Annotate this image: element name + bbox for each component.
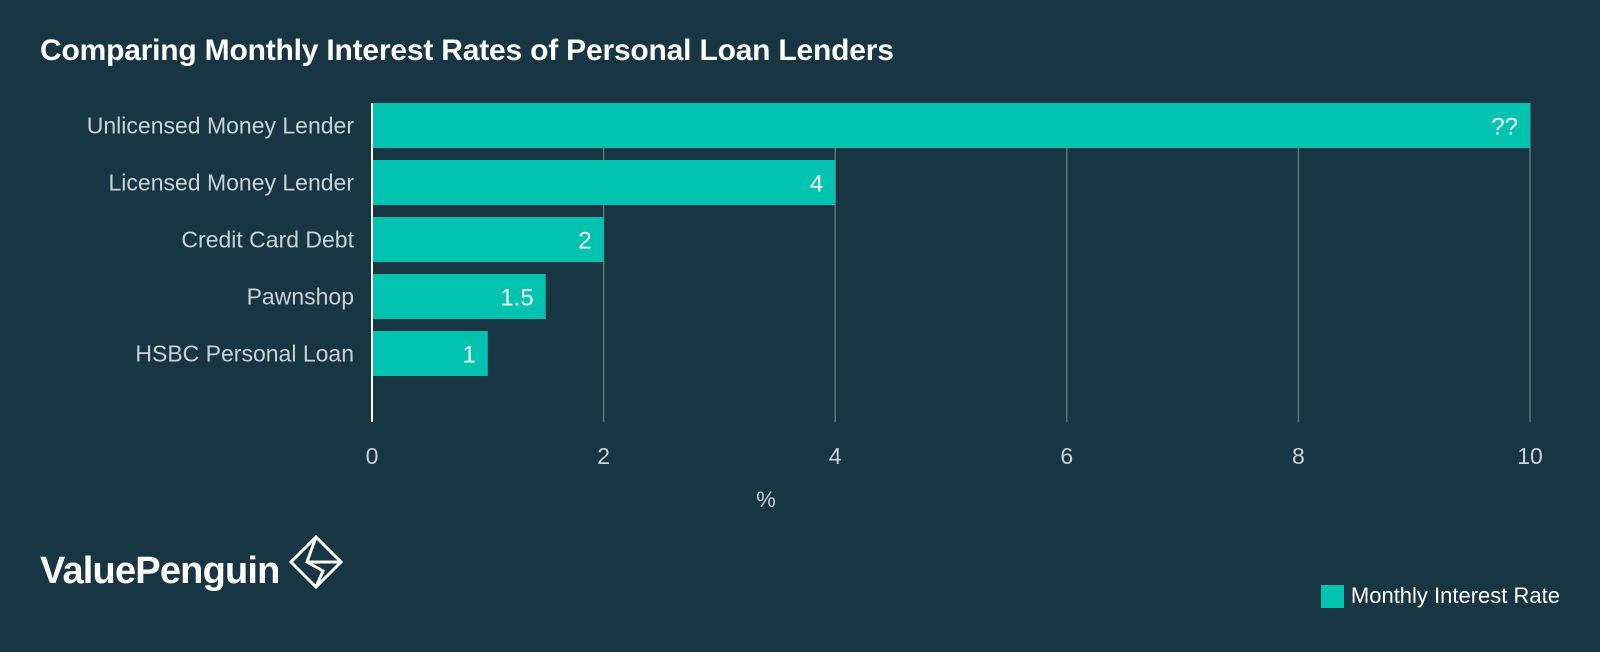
x-axis-title: % [756, 487, 776, 512]
bar [372, 217, 604, 262]
legend: Monthly Interest Rate [1320, 583, 1560, 609]
category-label: Unlicensed Money Lender [87, 113, 355, 139]
category-label: Licensed Money Lender [109, 170, 355, 196]
data-label: ?? [1491, 114, 1518, 141]
x-tick-label: 4 [829, 443, 842, 469]
bar [372, 160, 836, 205]
data-label: 4 [810, 171, 823, 198]
x-tick-label: 2 [597, 443, 610, 469]
category-label: Credit Card Debt [181, 227, 354, 253]
bar [372, 331, 488, 376]
legend-label: Monthly Interest Rate [1350, 583, 1560, 608]
brand-logo: ValuePenguin [40, 534, 344, 595]
data-label: 1.5 [500, 285, 533, 312]
data-label: 2 [578, 228, 591, 255]
category-label: Pawnshop [247, 284, 354, 310]
bar [372, 274, 546, 319]
x-tick-label: 0 [366, 443, 379, 469]
brand-name: ValuePenguin [40, 550, 280, 592]
x-tick-label: 10 [1517, 443, 1543, 469]
valuepenguin-diamond-icon [288, 534, 344, 595]
data-label: 1 [462, 342, 475, 369]
x-tick-label: 6 [1060, 443, 1073, 469]
legend-swatch [1320, 584, 1344, 608]
bar [372, 103, 1530, 148]
chart-title: Comparing Monthly Interest Rates of Pers… [40, 34, 894, 67]
x-tick-label: 8 [1292, 443, 1305, 469]
category-label: HSBC Personal Loan [135, 341, 354, 367]
